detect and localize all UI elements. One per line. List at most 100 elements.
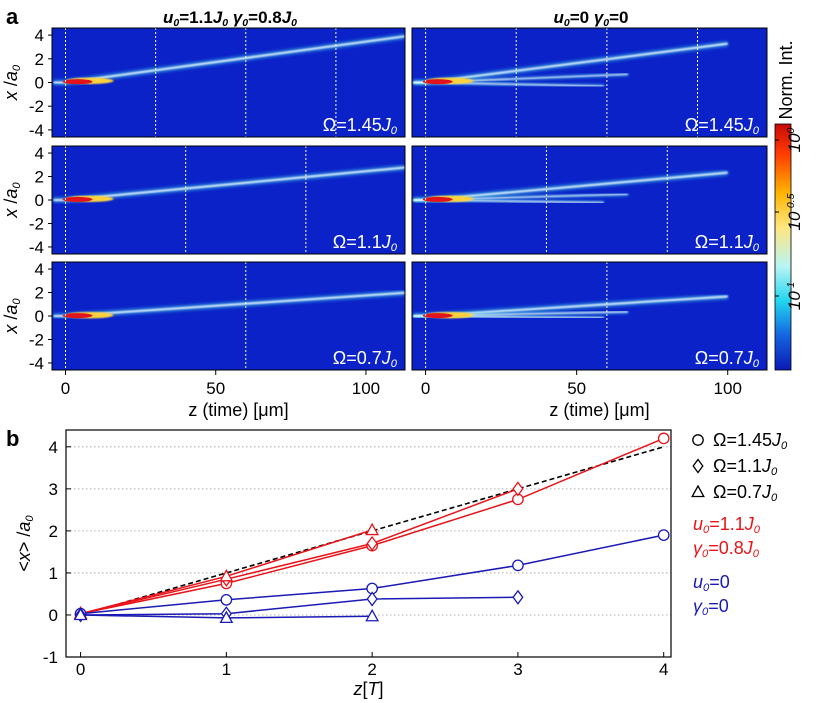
- colorbar-label: Norm. Int.: [776, 40, 796, 119]
- heatmap-frame: [411, 261, 768, 371]
- x-tick-label: 1: [222, 660, 231, 679]
- y-tick-label: 4: [35, 260, 44, 279]
- series-line: [80, 596, 518, 616]
- data-point-diamond: [512, 589, 524, 605]
- y-tick-label: 0: [35, 191, 44, 210]
- y-axis-label: x /a0: [1, 64, 23, 101]
- y-axis-label: x /a0: [1, 298, 23, 335]
- data-point-diamond: [366, 591, 378, 607]
- y-tick-label: 4: [35, 26, 44, 45]
- legend-marker-circle: [692, 434, 704, 446]
- y-tick-label: -2: [29, 97, 44, 116]
- y-tick-label: 0: [35, 74, 44, 93]
- legend-label: Ω=1.1J0: [713, 456, 778, 478]
- beam-peak: [62, 313, 93, 319]
- colorbar-tick-label: 10-1: [785, 282, 804, 310]
- y-tick-label: 2: [35, 50, 44, 69]
- panel-b: b -1 0 1 2 3 4 0 1 2 3 4 z[T] <x> /a0 Ω=1.45J0 Ω=1.1J…: [6, 426, 788, 699]
- omega-label: Ω=0.7J0: [695, 348, 760, 370]
- colorbar-tick-label: 10-0.5: [785, 193, 804, 230]
- y-tick-label: 4: [35, 144, 44, 163]
- x-tick-label: 50: [206, 379, 225, 398]
- x-tick-label: 100: [714, 379, 742, 398]
- heatmap-frame: [411, 27, 768, 138]
- data-point-triangle: [73, 607, 88, 621]
- heatmap-panel: Ω=0.7J0: [51, 261, 406, 371]
- column-title-right: u0=0 γ0=0: [553, 8, 628, 29]
- heatmap-panel: Ω=1.45J0: [51, 27, 406, 138]
- omega-label: Ω=1.45J0: [685, 115, 760, 137]
- legend-label: Ω=0.7J0: [713, 482, 778, 504]
- legend-condition: u0=1.1J0: [693, 514, 761, 536]
- omega-label: Ω=0.7J0: [333, 348, 398, 370]
- x-tick-label: 3: [513, 660, 522, 679]
- heatmap-panel: Ω=1.1J0: [51, 145, 406, 255]
- x-tick-label: 4: [659, 660, 668, 679]
- data-point-circle: [220, 593, 233, 606]
- panel-a-letter: a: [6, 4, 19, 29]
- beam-peak: [62, 196, 93, 202]
- beam-peak: [422, 79, 453, 85]
- legend-marker-triangle: [691, 484, 705, 498]
- data-point-circle: [512, 559, 524, 572]
- y-tick-label: 1: [49, 564, 58, 583]
- y-tick-label: 0: [49, 606, 58, 625]
- data-point-circle: [657, 432, 670, 445]
- y-tick-label: 2: [35, 284, 44, 303]
- beam-peak: [422, 196, 453, 202]
- colorbar: Norm. Int. 100 10-0.5 10-1: [774, 40, 804, 371]
- beam-peak: [422, 313, 453, 319]
- y-tick-label: -4: [29, 354, 44, 373]
- x-axis-label: z[T]: [352, 679, 383, 699]
- beam-peak: [62, 79, 93, 85]
- panel-a-axes: 4 2 0 -2 -4 x /a0 4 2 0 -2 -4 x /a0 4 2 0 -2 -4 x /a0 0 50 1…: [1, 26, 742, 420]
- colorbar-gradient: [774, 123, 792, 371]
- x-tick-label: 100: [352, 379, 380, 398]
- column-title-left: u0=1.1J0 γ0=0.8J0: [163, 8, 297, 29]
- data-point-diamond: [512, 481, 524, 497]
- omega-label: Ω=1.1J0: [695, 232, 760, 254]
- legend-marker-diamond: [692, 458, 704, 474]
- x-axis-label: z (time) [μm]: [188, 400, 288, 420]
- x-tick-label: 50: [567, 379, 586, 398]
- data-point-diamond: [366, 535, 378, 552]
- y-tick-label: 0: [35, 307, 44, 326]
- x-tick-label: 0: [61, 379, 70, 398]
- legend-condition: u0=0: [693, 572, 730, 594]
- omega-label: Ω=1.1J0: [333, 232, 398, 254]
- plot-frame: [65, 429, 672, 658]
- panel-a: a u0=1.1J0 γ0=0.8J0 u0=0 γ0=0 Ω=1.45J0 Ω=…: [1, 4, 804, 420]
- heatmap-panel: Ω=0.7J0: [411, 261, 768, 371]
- panel-b-letter: b: [6, 426, 19, 451]
- y-axis-label: <x> /a0: [14, 515, 36, 572]
- series: [73, 607, 380, 624]
- y-tick-label: 3: [49, 480, 58, 499]
- legend-condition: γ0=0.8J0: [693, 538, 760, 560]
- heatmap-frame: [411, 145, 768, 255]
- heatmap-grid: Ω=1.45J0 Ω=1.45J0 Ω=1.1J0 Ω=1.1J0 Ω=0.7J0 Ω=0…: [51, 27, 768, 371]
- y-tick-label: 4: [49, 438, 58, 457]
- y-tick-label: -2: [29, 330, 44, 349]
- omega-label: Ω=1.45J0: [323, 115, 398, 137]
- legend-condition: γ0=0: [693, 596, 729, 618]
- x-tick-label: 0: [421, 379, 430, 398]
- y-tick-label: -2: [29, 214, 44, 233]
- y-tick-label: 2: [35, 168, 44, 187]
- legend-label: Ω=1.45J0: [713, 430, 788, 452]
- data-point-triangle: [365, 608, 380, 622]
- heatmap-panel: Ω=1.1J0: [411, 145, 768, 255]
- y-tick-label: -4: [29, 121, 44, 140]
- y-tick-label: -1: [43, 648, 58, 667]
- reference-line: [80, 446, 664, 616]
- colorbar-tick-label: 100: [785, 127, 804, 152]
- y-axis-label: x /a0: [1, 182, 23, 219]
- data-point-triangle: [219, 568, 234, 582]
- line-chart: -1 0 1 2 3 4 0 1 2 3 4 z[T] <x> /a0: [14, 429, 672, 699]
- data-point-triangle: [219, 610, 234, 624]
- x-tick-label: 2: [367, 660, 376, 679]
- series-line: [80, 488, 519, 615]
- y-tick-label: -4: [29, 238, 44, 257]
- y-tick-label: 2: [49, 522, 58, 541]
